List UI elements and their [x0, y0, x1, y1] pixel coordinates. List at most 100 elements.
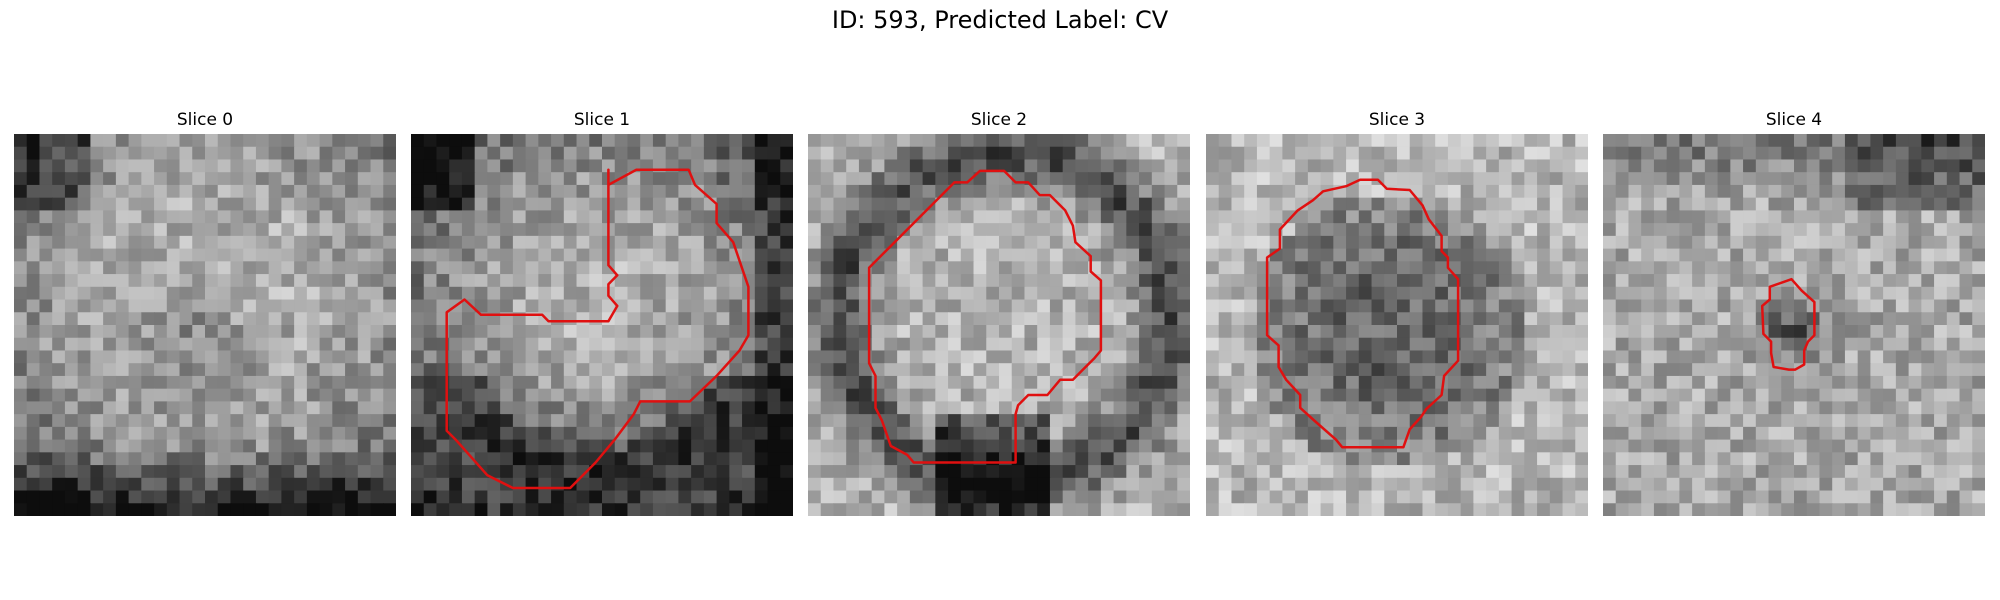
image-pixel — [39, 363, 53, 377]
image-pixel — [1206, 312, 1220, 326]
image-pixel — [1371, 248, 1385, 262]
image-pixel — [383, 235, 396, 250]
image-pixel — [77, 503, 91, 516]
image-pixel — [52, 388, 66, 402]
image-pixel — [1088, 490, 1102, 504]
image-pixel — [1024, 477, 1038, 492]
image-pixel — [179, 197, 193, 211]
image-pixel — [948, 235, 962, 250]
image-pixel — [1088, 388, 1102, 402]
image-pixel — [1511, 465, 1525, 479]
image-pixel — [1139, 248, 1153, 262]
image-pixel — [1075, 274, 1089, 288]
image-pixel — [742, 477, 756, 492]
image-pixel — [332, 210, 346, 224]
image-pixel — [716, 248, 730, 262]
image-pixel — [345, 299, 359, 313]
image-pixel — [897, 388, 911, 402]
image-pixel — [1857, 414, 1871, 428]
image-pixel — [39, 414, 53, 428]
image-pixel — [1921, 452, 1935, 466]
image-pixel — [1549, 337, 1564, 352]
image-pixel — [281, 465, 295, 479]
image-pixel — [306, 439, 321, 453]
image-pixel — [1075, 350, 1089, 364]
image-pixel — [1333, 134, 1347, 148]
image-pixel — [1049, 337, 1064, 352]
image-pixel — [1206, 223, 1220, 237]
image-pixel — [1371, 337, 1385, 352]
image-pixel — [665, 388, 679, 402]
image-pixel — [1397, 337, 1411, 352]
image-pixel — [500, 248, 514, 262]
image-pixel — [1511, 274, 1525, 288]
image-pixel — [1100, 146, 1115, 161]
image-pixel — [128, 363, 142, 377]
image-pixel — [1460, 172, 1474, 186]
image-pixel — [1295, 286, 1309, 301]
image-pixel — [1244, 503, 1258, 516]
image-pixel — [14, 325, 28, 339]
image-pixel — [846, 261, 860, 275]
image-pixel — [563, 375, 578, 390]
image-pixel — [243, 350, 257, 364]
image-pixel — [1498, 197, 1513, 211]
image-pixel — [922, 414, 936, 428]
image-pixel — [1755, 439, 1770, 453]
image-pixel — [255, 375, 270, 390]
image-pixel — [1011, 197, 1026, 211]
image-pixel — [319, 477, 333, 492]
image-pixel — [1269, 286, 1283, 301]
image-pixel — [1024, 465, 1038, 479]
image-pixel — [1972, 197, 1985, 211]
image-pixel — [411, 197, 425, 211]
image-pixel — [973, 350, 987, 364]
image-pixel — [411, 452, 425, 466]
image-pixel — [589, 172, 603, 186]
image-pixel — [563, 134, 578, 148]
image-pixel — [563, 337, 578, 352]
image-pixel — [294, 235, 308, 250]
image-pixel — [922, 490, 936, 504]
image-pixel — [474, 375, 488, 390]
image-pixel — [1113, 337, 1127, 352]
image-pixel — [665, 452, 679, 466]
image-pixel — [935, 350, 949, 364]
image-pixel — [640, 414, 654, 428]
image-pixel — [1075, 503, 1089, 516]
image-pixel — [1231, 261, 1245, 275]
image-pixel — [1870, 210, 1884, 224]
image-pixel — [1883, 248, 1897, 262]
image-pixel — [652, 401, 667, 415]
image-pixel — [294, 388, 308, 402]
image-pixel — [1844, 388, 1859, 402]
image-pixel — [1206, 503, 1220, 516]
image-pixel — [1320, 159, 1334, 173]
image-pixel — [1333, 286, 1347, 301]
image-pixel — [1075, 197, 1089, 211]
image-pixel — [1692, 286, 1706, 301]
image-pixel — [1460, 299, 1474, 313]
image-pixel — [1088, 312, 1102, 326]
image-pixel — [1679, 503, 1693, 516]
image-pixel — [1781, 503, 1795, 516]
image-pixel — [1333, 223, 1347, 237]
image-pixel — [922, 197, 936, 211]
image-pixel — [627, 312, 641, 326]
image-pixel — [1231, 350, 1245, 364]
image-pixel — [1486, 134, 1500, 148]
image-pixel — [1295, 337, 1309, 352]
image-pixel — [1666, 325, 1680, 339]
image-pixel — [1908, 490, 1922, 504]
image-pixel — [1692, 363, 1706, 377]
image-pixel — [576, 426, 590, 441]
image-pixel — [1870, 274, 1884, 288]
image-pixel — [729, 184, 743, 199]
image-pixel — [999, 375, 1013, 390]
image-pixel — [512, 184, 527, 199]
image-pixel — [551, 184, 565, 199]
image-pixel — [243, 274, 257, 288]
image-pixel — [1024, 159, 1038, 173]
image-pixel — [897, 210, 911, 224]
image-pixel — [1295, 299, 1309, 313]
